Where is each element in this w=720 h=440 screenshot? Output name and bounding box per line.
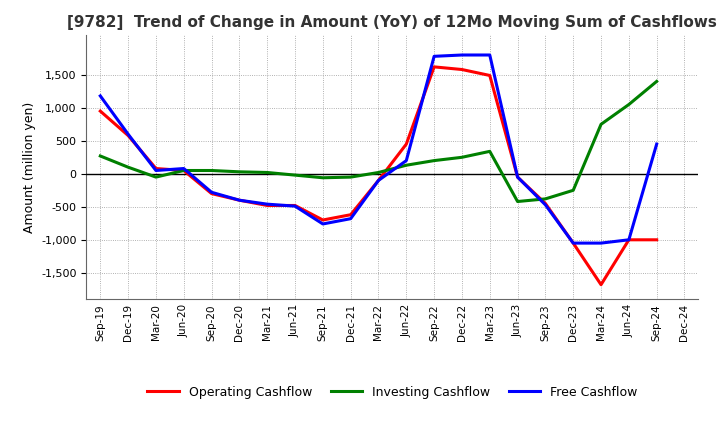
Operating Cashflow xyxy=(318,217,327,223)
Investing Cashflow xyxy=(541,196,550,202)
Line: Free Cashflow: Free Cashflow xyxy=(100,55,657,243)
Free Cashflow xyxy=(513,174,522,180)
Operating Cashflow xyxy=(263,203,271,208)
Operating Cashflow xyxy=(485,73,494,78)
Investing Cashflow xyxy=(569,187,577,193)
Operating Cashflow xyxy=(96,108,104,114)
Free Cashflow xyxy=(597,240,606,246)
Free Cashflow xyxy=(291,203,300,209)
Operating Cashflow xyxy=(374,178,383,183)
Investing Cashflow xyxy=(430,158,438,163)
Investing Cashflow xyxy=(458,154,467,160)
Free Cashflow xyxy=(541,202,550,207)
Free Cashflow xyxy=(235,198,243,203)
Free Cashflow xyxy=(402,158,410,163)
Free Cashflow xyxy=(458,52,467,58)
Investing Cashflow xyxy=(402,162,410,168)
Investing Cashflow xyxy=(374,170,383,175)
Operating Cashflow xyxy=(291,203,300,208)
Free Cashflow xyxy=(346,216,355,221)
Operating Cashflow xyxy=(624,237,633,242)
Investing Cashflow xyxy=(624,102,633,107)
Operating Cashflow xyxy=(430,64,438,70)
Line: Investing Cashflow: Investing Cashflow xyxy=(100,81,657,202)
Free Cashflow xyxy=(624,237,633,242)
Operating Cashflow xyxy=(402,141,410,147)
Operating Cashflow xyxy=(652,237,661,242)
Investing Cashflow xyxy=(179,168,188,173)
Operating Cashflow xyxy=(513,174,522,180)
Free Cashflow xyxy=(485,52,494,58)
Investing Cashflow xyxy=(124,165,132,170)
Operating Cashflow xyxy=(597,282,606,287)
Investing Cashflow xyxy=(318,175,327,180)
Operating Cashflow xyxy=(124,133,132,138)
Investing Cashflow xyxy=(652,79,661,84)
Investing Cashflow xyxy=(235,169,243,174)
Free Cashflow xyxy=(179,166,188,171)
Operating Cashflow xyxy=(569,240,577,246)
Free Cashflow xyxy=(96,93,104,99)
Operating Cashflow xyxy=(346,212,355,217)
Investing Cashflow xyxy=(96,153,104,158)
Investing Cashflow xyxy=(152,174,161,180)
Free Cashflow xyxy=(430,54,438,59)
Free Cashflow xyxy=(569,240,577,246)
Investing Cashflow xyxy=(291,172,300,178)
Operating Cashflow xyxy=(458,67,467,72)
Operating Cashflow xyxy=(541,201,550,206)
Investing Cashflow xyxy=(485,149,494,154)
Investing Cashflow xyxy=(597,121,606,127)
Free Cashflow xyxy=(652,141,661,147)
Free Cashflow xyxy=(207,190,216,195)
Free Cashflow xyxy=(374,178,383,183)
Title: [9782]  Trend of Change in Amount (YoY) of 12Mo Moving Sum of Cashflows: [9782] Trend of Change in Amount (YoY) o… xyxy=(68,15,717,30)
Operating Cashflow xyxy=(152,166,161,171)
Operating Cashflow xyxy=(207,191,216,196)
Free Cashflow xyxy=(124,132,132,137)
Investing Cashflow xyxy=(263,170,271,175)
Free Cashflow xyxy=(263,202,271,207)
Free Cashflow xyxy=(152,168,161,173)
Free Cashflow xyxy=(318,221,327,227)
Line: Operating Cashflow: Operating Cashflow xyxy=(100,67,657,285)
Investing Cashflow xyxy=(346,174,355,180)
Operating Cashflow xyxy=(179,168,188,173)
Operating Cashflow xyxy=(235,198,243,203)
Y-axis label: Amount (million yen): Amount (million yen) xyxy=(22,102,35,233)
Legend: Operating Cashflow, Investing Cashflow, Free Cashflow: Operating Cashflow, Investing Cashflow, … xyxy=(143,381,642,404)
Investing Cashflow xyxy=(513,199,522,204)
Investing Cashflow xyxy=(207,168,216,173)
